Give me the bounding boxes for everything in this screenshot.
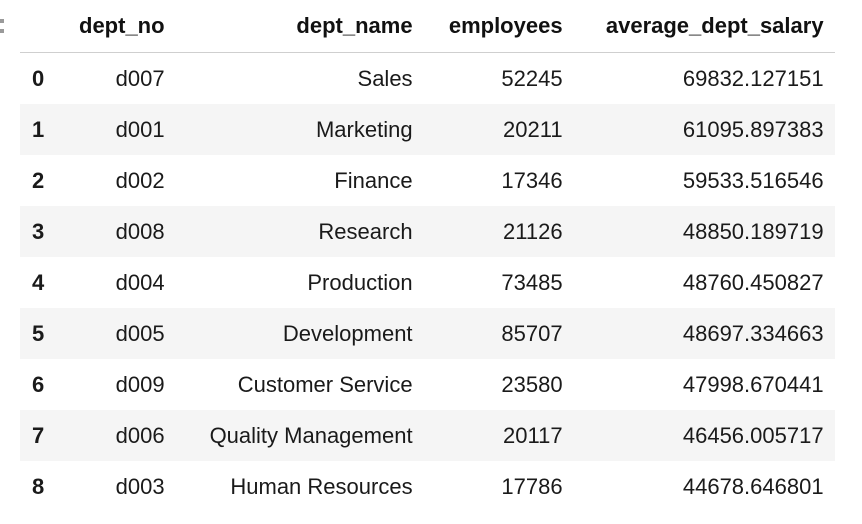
- cell-employees: 73485: [501, 269, 563, 295]
- table-row: 8 d003 Human Resources 17786 44678.646801: [20, 461, 835, 512]
- output-collapse-handle[interactable]: [0, 19, 5, 33]
- cell-dept-name: Sales: [357, 65, 413, 91]
- column-header-index: [20, 0, 68, 53]
- cell-average-dept-salary: 69832.127151: [682, 65, 824, 91]
- cell-employees: 85707: [501, 320, 563, 346]
- collapse-handle-dot: [0, 29, 4, 33]
- cell-average-dept-salary: 59533.516546: [682, 167, 824, 193]
- cell-dept-name: Development: [282, 320, 413, 346]
- cell-average-dept-salary: 48760.450827: [682, 269, 824, 295]
- cell-employees: 17346: [501, 167, 563, 193]
- cell-dept-no: d002: [115, 167, 165, 193]
- row-index: 2: [32, 167, 45, 193]
- row-index: 0: [32, 65, 45, 91]
- table-row: 1 d001 Marketing 20211 61095.897383: [20, 104, 835, 155]
- cell-dept-name: Quality Management: [209, 422, 413, 448]
- column-header-average-dept-salary: average_dept_salary: [573, 0, 835, 53]
- table-row: 5 d005 Development 85707 48697.334663: [20, 308, 835, 359]
- column-header-dept-no: dept_no: [68, 0, 176, 53]
- row-index: 3: [32, 218, 45, 244]
- table-row: 6 d009 Customer Service 23580 47998.670441: [20, 359, 835, 410]
- cell-dept-no: d004: [115, 269, 165, 295]
- column-header-dept-name: dept_name: [175, 0, 424, 53]
- cell-average-dept-salary: 46456.005717: [682, 422, 824, 448]
- cell-employees: 23580: [501, 371, 563, 397]
- cell-average-dept-salary: 48697.334663: [682, 320, 824, 346]
- cell-dept-no: d003: [115, 473, 165, 499]
- table-body: 0 d007 Sales 52245 69832.127151 1 d001 Marketin…: [20, 53, 835, 513]
- cell-dept-no: d009: [115, 371, 165, 397]
- cell-dept-name: Human Resources: [230, 473, 413, 499]
- cell-dept-no: d001: [115, 116, 165, 142]
- row-index: 1: [32, 116, 45, 142]
- cell-dept-no: d008: [115, 218, 165, 244]
- cell-average-dept-salary: 61095.897383: [682, 116, 824, 142]
- column-header-employees: employees: [423, 0, 574, 53]
- table-row: 3 d008 Research 21126 48850.189719: [20, 206, 835, 257]
- cell-employees: 20211: [503, 116, 563, 142]
- cell-dept-name: Marketing: [315, 116, 413, 142]
- table-row: 4 d004 Production 73485 48760.450827: [20, 257, 835, 308]
- cell-average-dept-salary: 48850.189719: [682, 218, 824, 244]
- cell-dept-no: d005: [115, 320, 165, 346]
- header-row: dept_no dept_name employees average_dept…: [20, 0, 835, 53]
- row-index: 4: [32, 269, 45, 295]
- cell-dept-name: Customer Service: [237, 371, 413, 397]
- cell-dept-name: Finance: [334, 167, 413, 193]
- table-row: 2 d002 Finance 17346 59533.516546: [20, 155, 835, 206]
- dataframe-table: dept_no dept_name employees average_dept…: [20, 0, 835, 512]
- cell-dept-no: d006: [115, 422, 165, 448]
- table-row: 0 d007 Sales 52245 69832.127151: [20, 53, 835, 105]
- cell-dept-name: Research: [318, 218, 413, 244]
- collapse-handle-dot: [0, 19, 4, 23]
- table-header: dept_no dept_name employees average_dept…: [20, 0, 835, 53]
- cell-dept-no: d007: [115, 65, 165, 91]
- table-row: 7 d006 Quality Management 20117 46456.005717: [20, 410, 835, 461]
- cell-average-dept-salary: 44678.646801: [682, 473, 824, 499]
- row-index: 6: [32, 371, 45, 397]
- row-index: 7: [32, 422, 45, 448]
- cell-employees: 17786: [501, 473, 563, 499]
- cell-employees: 52245: [501, 65, 563, 91]
- cell-employees: 21126: [503, 218, 563, 244]
- row-index: 5: [32, 320, 45, 346]
- cell-average-dept-salary: 47998.670441: [682, 371, 824, 397]
- cell-dept-name: Production: [307, 269, 413, 295]
- row-index: 8: [32, 473, 45, 499]
- cell-employees: 20117: [503, 422, 563, 448]
